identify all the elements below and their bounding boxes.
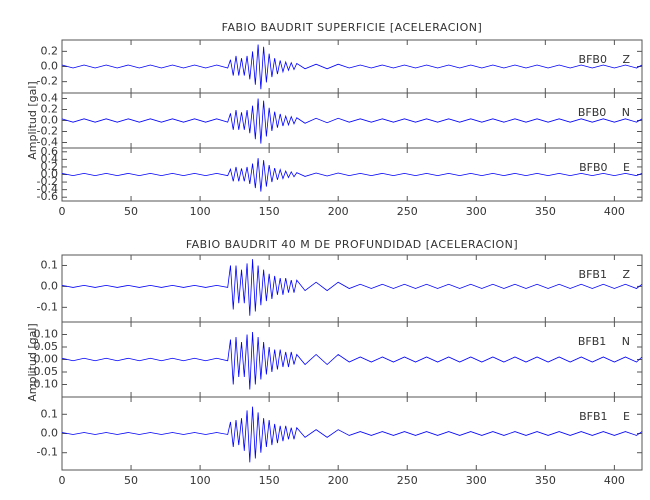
trace-name: BFB1 E [579,410,630,423]
y-tick-label: 0.1 [41,407,59,420]
y-tick-label: 0.0 [41,279,59,292]
x-tick-label: 400 [604,474,625,487]
y-tick-label: -0.1 [37,446,58,459]
y-axis-label: Amplitud [gal] [26,323,39,401]
waveform [61,158,643,192]
y-tick-label: 0.00 [34,353,59,366]
x-tick-label: 250 [397,474,418,487]
y-tick-label: -0.10 [30,378,58,391]
x-tick-label: 150 [259,474,280,487]
y-tick-label: 0.2 [41,44,59,57]
y-tick-label: -0.2 [37,125,58,138]
trace-name: BFB0 E [579,161,630,174]
waveform [61,259,643,316]
x-tick-label: 200 [328,474,349,487]
x-tick-label: 300 [466,205,487,218]
waveform [61,98,643,144]
y-tick-label: 0.4 [41,92,59,105]
x-tick-label: 50 [124,474,138,487]
panel-frame [61,254,643,323]
x-tick-label: 100 [190,205,211,218]
y-tick-label: 0.0 [41,427,59,440]
y-tick-label: 0.0 [41,168,59,181]
y-tick-label: 0.2 [41,160,59,173]
waveform [61,406,643,463]
chart-title: FABIO BAUDRIT 40 M DE PROFUNDIDAD [ACELE… [186,238,518,251]
x-tick-label: 400 [604,205,625,218]
trace-name: BFB0 Z [579,53,631,66]
y-tick-label: -0.1 [37,300,58,313]
y-tick-label: -0.2 [37,75,58,88]
x-tick-label: 50 [124,205,138,218]
x-tick-label: 300 [466,474,487,487]
x-tick-label: 250 [397,205,418,218]
y-tick-label: 0.0 [41,60,59,73]
y-tick-label: 0.05 [34,340,59,353]
y-tick-label: 0.1 [41,258,59,271]
chart-title: FABIO BAUDRIT SUPERFICIE [ACELERACION] [222,21,483,34]
x-tick-label: 0 [59,205,66,218]
y-tick-label: 0.10 [34,328,59,341]
y-tick-label: -0.2 [37,175,58,188]
y-tick-label: 0.4 [41,152,59,165]
y-tick-label: 0.0 [41,114,59,127]
x-tick-label: 150 [259,205,280,218]
x-tick-label: 200 [328,205,349,218]
y-tick-label: -0.4 [37,136,58,149]
panel-frame [61,321,643,398]
panel-frame [61,396,643,471]
y-tick-label: -0.05 [30,365,58,378]
y-tick-label: 0.2 [41,103,59,116]
x-tick-label: 0 [59,474,66,487]
y-tick-label: -0.6 [37,190,58,203]
waveform [61,331,643,390]
y-tick-label: -0.4 [37,183,58,196]
x-tick-label: 100 [190,474,211,487]
x-tick-label: 350 [535,474,556,487]
x-tick-label: 350 [535,205,556,218]
y-axis-label: Amplitud [gal] [26,81,39,159]
waveform [61,44,643,90]
y-tick-label: 0.6 [41,145,59,158]
trace-name: BFB1 Z [579,268,631,281]
trace-name: BFB1 N [578,335,630,348]
trace-name: BFB0 N [578,106,630,119]
